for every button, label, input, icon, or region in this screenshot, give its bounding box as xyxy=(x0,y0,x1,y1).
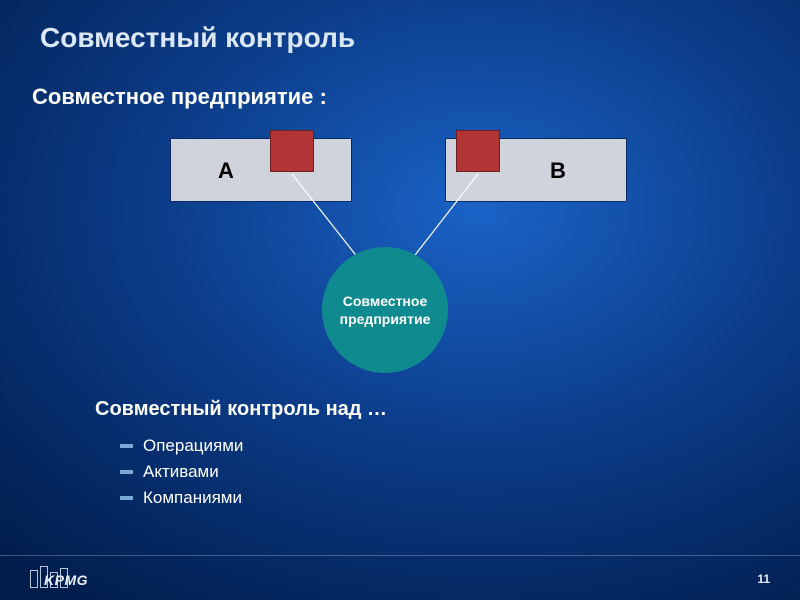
kpmg-logo: KPMG xyxy=(30,566,88,588)
list-item-label: Операциями xyxy=(143,436,243,456)
bullet-icon xyxy=(120,496,133,500)
list-item-label: Активами xyxy=(143,462,219,482)
page-number: 11 xyxy=(757,572,770,586)
list-item: Компаниями xyxy=(120,488,243,508)
list-item: Активами xyxy=(120,462,243,482)
diagram-box-a xyxy=(170,138,352,202)
circle-text-line2: предприятие xyxy=(340,310,431,328)
footer-divider xyxy=(0,555,800,556)
diagram-box-b-label: B xyxy=(550,158,566,184)
logo-text: KPMG xyxy=(44,572,88,588)
slide-title: Совместный контроль xyxy=(40,22,355,54)
list-item-label: Компаниями xyxy=(143,488,242,508)
diagram-box-a-label: A xyxy=(218,158,234,184)
diagram-circle: Совместное предприятие xyxy=(322,247,448,373)
diagram-box-b-marker xyxy=(456,130,500,172)
list-item: Операциями xyxy=(120,436,243,456)
bullet-list: Операциями Активами Компаниями xyxy=(120,430,243,514)
circle-text-line1: Совместное xyxy=(343,292,427,310)
diagram-box-a-marker xyxy=(270,130,314,172)
slide: Совместный контроль Совместное предприят… xyxy=(0,0,800,600)
bullet-icon xyxy=(120,444,133,448)
bullet-icon xyxy=(120,470,133,474)
slide-subtitle: Совместное предприятие : xyxy=(32,84,327,110)
list-heading: Совместный контроль над … xyxy=(95,398,387,421)
